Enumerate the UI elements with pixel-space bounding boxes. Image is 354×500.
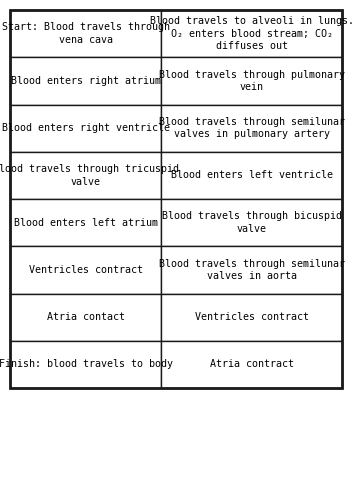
Bar — [161, 104, 342, 152]
Text: Blood travels to alveoli in lungs.
O₂ enters blood stream; CO₂
diffuses out: Blood travels to alveoli in lungs. O₂ en… — [149, 16, 354, 51]
Text: Blood enters left ventricle: Blood enters left ventricle — [171, 170, 332, 180]
Text: Blood enters right ventricle: Blood enters right ventricle — [1, 123, 170, 133]
Bar — [10, 294, 161, 341]
Bar — [10, 10, 342, 388]
Bar — [161, 152, 342, 199]
Bar — [10, 57, 161, 104]
Bar — [10, 104, 161, 152]
Bar — [161, 341, 342, 388]
Text: Ventricles contract: Ventricles contract — [195, 312, 309, 322]
Text: Blood travels through semilunar
valves in pulmonary artery: Blood travels through semilunar valves i… — [159, 117, 344, 140]
Bar — [161, 294, 342, 341]
Bar — [10, 10, 161, 57]
Text: Blood travels through pulmonary
vein: Blood travels through pulmonary vein — [159, 70, 344, 92]
Bar — [161, 199, 342, 246]
Bar — [10, 199, 161, 246]
Bar — [161, 246, 342, 294]
Text: Blood travels through bicuspid
valve: Blood travels through bicuspid valve — [161, 212, 342, 234]
Text: Finish: blood travels to body: Finish: blood travels to body — [0, 360, 172, 370]
Bar — [10, 341, 161, 388]
Text: Atria contact: Atria contact — [46, 312, 125, 322]
Text: Blood travels through semilunar
valves in aorta: Blood travels through semilunar valves i… — [159, 258, 344, 281]
Text: Blood enters left atrium: Blood enters left atrium — [13, 218, 158, 228]
Bar — [161, 10, 342, 57]
Bar — [10, 246, 161, 294]
Text: Atria contract: Atria contract — [210, 360, 293, 370]
Bar — [161, 57, 342, 104]
Text: Start: Blood travels through
vena cava: Start: Blood travels through vena cava — [1, 22, 170, 45]
Text: Blood enters right atrium: Blood enters right atrium — [11, 76, 160, 86]
Text: Blood travels through tricuspid
valve: Blood travels through tricuspid valve — [0, 164, 178, 186]
Bar — [10, 152, 161, 199]
Text: Ventricles contract: Ventricles contract — [29, 265, 143, 275]
